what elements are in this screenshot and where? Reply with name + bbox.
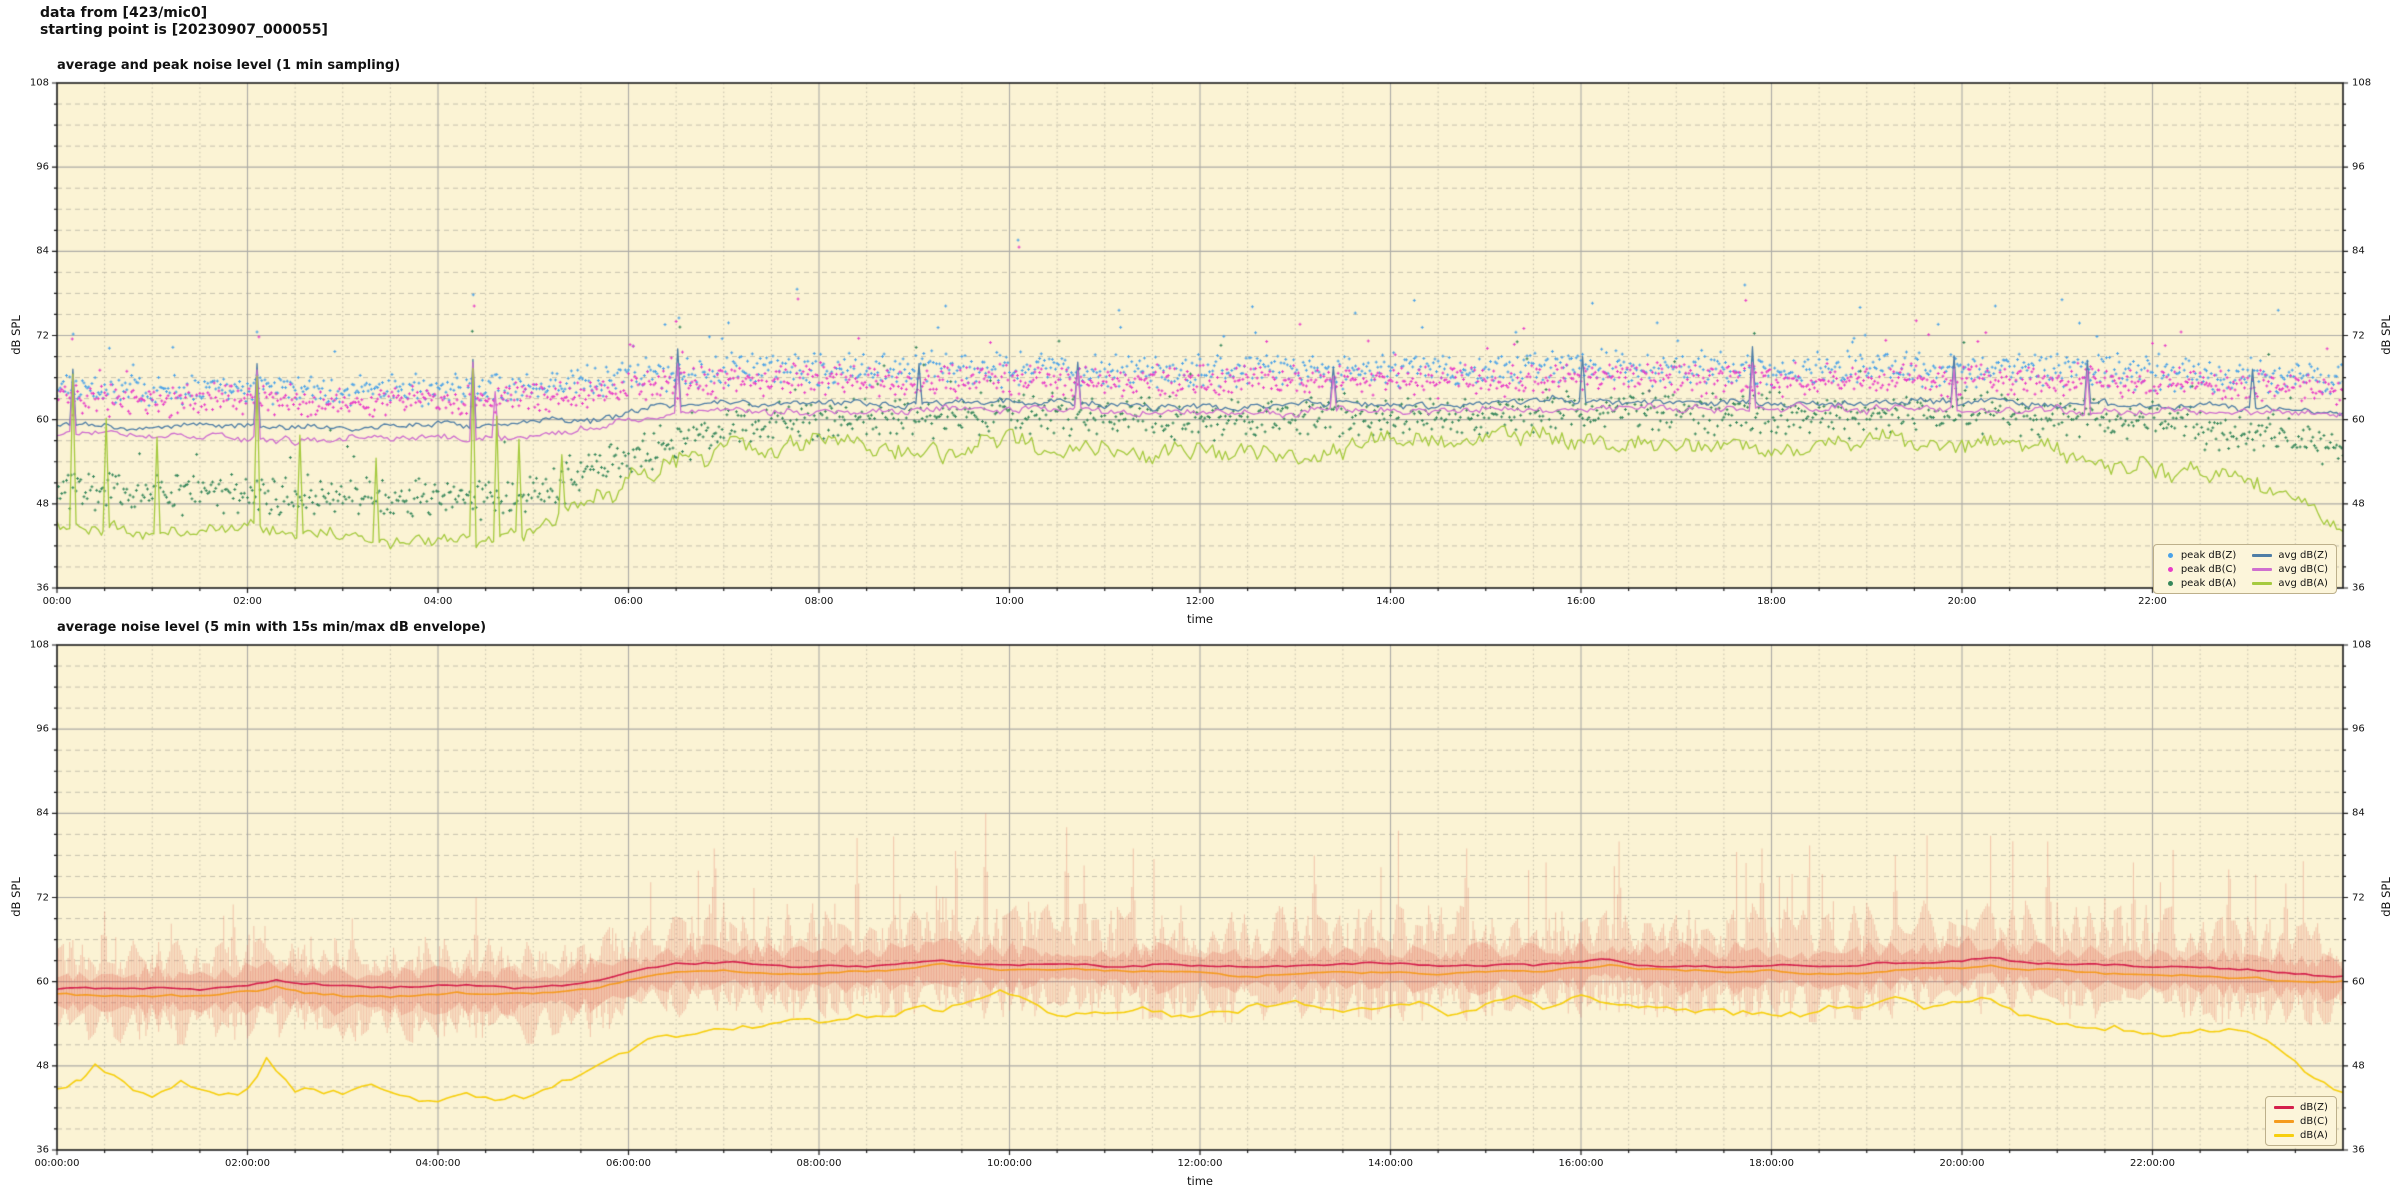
header-line2: starting point is [20230907_000055] (40, 22, 328, 38)
chart1-title: average and peak noise level (1 min samp… (57, 58, 401, 73)
legend-label: peak dB(C) (2180, 563, 2237, 575)
chart1-ylabel-right: dB SPL (2379, 315, 2393, 355)
legend-label: peak dB(A) (2180, 577, 2237, 589)
chart1-xlabel: time (1187, 612, 1213, 626)
chart1-legend: peak dB(Z) peak dB(C) peak dB(A) avg dB(… (2152, 544, 2337, 594)
header: data from [423/mic0] starting point is [… (40, 5, 328, 39)
chart2-legend: dB(Z) dB(C) dB(A) (2265, 1096, 2337, 1146)
legend-label: avg dB(C) (2278, 563, 2328, 575)
chart2-ylabel-right: dB SPL (2379, 877, 2393, 917)
dbc-line-icon (2274, 1119, 2294, 1123)
header-line1: data from [423/mic0] (40, 5, 208, 21)
peak-dbz-marker-icon (2167, 552, 2173, 558)
legend-label: peak dB(Z) (2180, 549, 2237, 561)
peak-dbc-marker-icon (2167, 566, 2173, 572)
legend-item-avg-dbz: avg dB(Z) (2252, 548, 2328, 562)
dba-line-icon (2274, 1133, 2294, 1137)
chart2-legend-column: dB(Z) dB(C) dB(A) (2274, 1100, 2328, 1142)
chart1-legend-avg-column: avg dB(Z) avg dB(C) avg dB(A) (2252, 548, 2328, 590)
legend-item-peak-dbc: peak dB(C) (2162, 562, 2237, 576)
chart2-ylabel-left: dB SPL (9, 877, 23, 917)
chart2-xlabel: time (1187, 1174, 1213, 1188)
legend-label: dB(A) (2300, 1129, 2328, 1141)
legend-item-peak-dba: peak dB(A) (2162, 576, 2237, 590)
legend-item-peak-dbz: peak dB(Z) (2162, 548, 2237, 562)
legend-label: dB(C) (2300, 1115, 2328, 1127)
dbz-line-icon (2274, 1105, 2294, 1109)
chart1-legend-peak-column: peak dB(Z) peak dB(C) peak dB(A) (2162, 548, 2237, 590)
legend-item-dbc: dB(C) (2274, 1114, 2328, 1128)
avg-dbc-line-icon (2252, 567, 2273, 571)
legend-item-dba: dB(A) (2274, 1128, 2328, 1142)
legend-item-dbz: dB(Z) (2274, 1100, 2328, 1114)
legend-item-avg-dba: avg dB(A) (2252, 576, 2328, 590)
avg-dba-line-icon (2252, 581, 2273, 585)
peak-dba-marker-icon (2167, 580, 2173, 586)
legend-item-avg-dbc: avg dB(C) (2252, 562, 2328, 576)
chart2-title: average noise level (5 min with 15s min/… (57, 620, 487, 635)
legend-label: avg dB(Z) (2278, 549, 2328, 561)
legend-label: dB(Z) (2300, 1101, 2328, 1113)
avg-dbz-line-icon (2252, 553, 2273, 557)
chart1-ylabel-left: dB SPL (9, 315, 23, 355)
legend-label: avg dB(A) (2278, 577, 2328, 589)
